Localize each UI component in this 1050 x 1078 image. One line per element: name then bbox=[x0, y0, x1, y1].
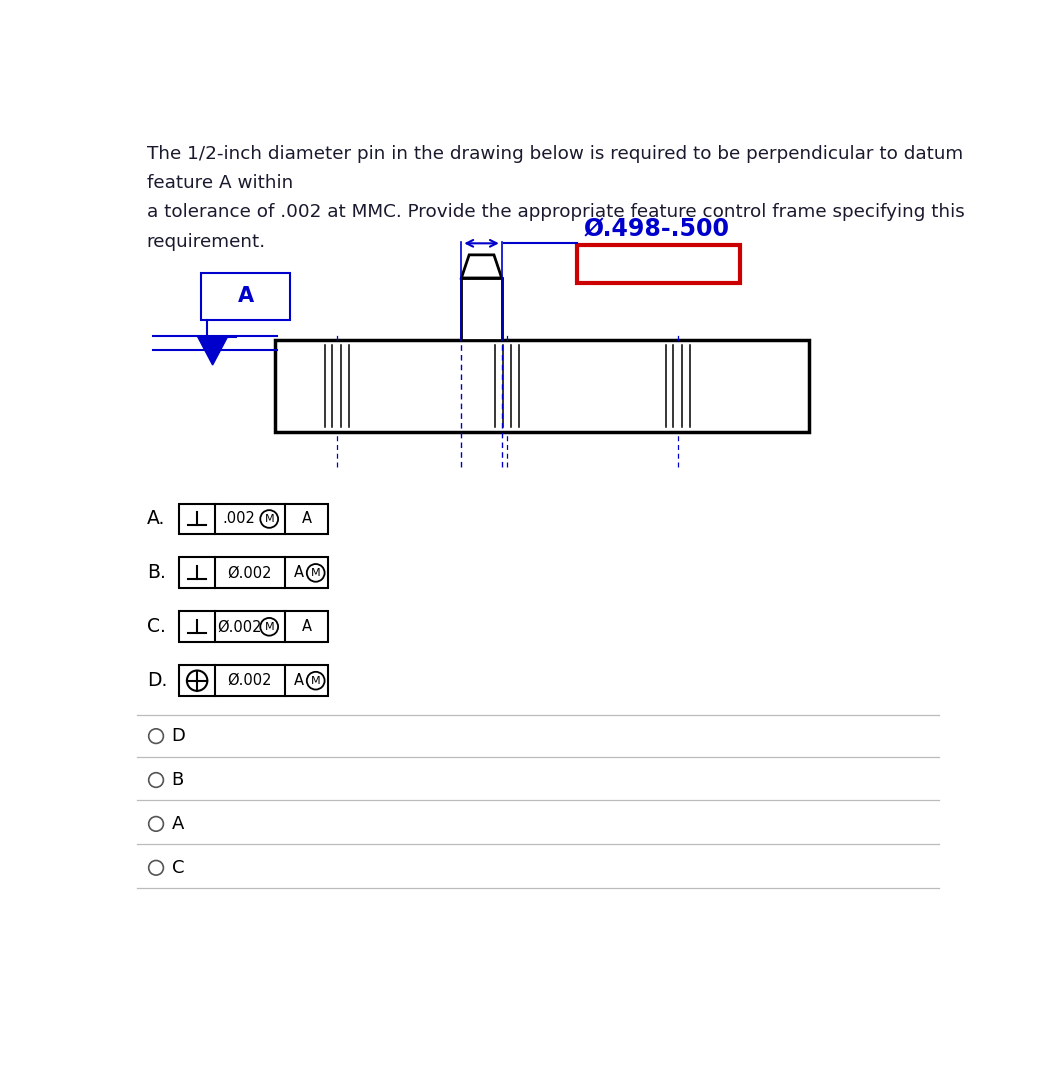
Text: D: D bbox=[171, 728, 186, 745]
Text: B: B bbox=[171, 771, 184, 789]
Bar bbox=[180, 503, 328, 535]
Text: D.: D. bbox=[147, 672, 167, 690]
Text: M: M bbox=[265, 514, 274, 524]
Text: A: A bbox=[294, 673, 303, 688]
Text: A: A bbox=[237, 287, 254, 306]
Text: Ø.002: Ø.002 bbox=[228, 673, 272, 688]
Bar bbox=[576, 245, 739, 284]
Text: feature A within: feature A within bbox=[147, 174, 293, 192]
Text: .002: .002 bbox=[223, 511, 255, 526]
Bar bbox=[180, 611, 328, 642]
Bar bbox=[180, 665, 328, 696]
Polygon shape bbox=[461, 254, 502, 278]
Text: A: A bbox=[301, 619, 312, 634]
Bar bbox=[180, 557, 328, 589]
Bar bbox=[275, 340, 810, 432]
Text: M: M bbox=[265, 622, 274, 632]
Text: A.: A. bbox=[147, 510, 165, 528]
Bar bbox=[201, 273, 290, 320]
Text: A: A bbox=[301, 511, 312, 526]
Text: Ø.002: Ø.002 bbox=[228, 565, 272, 580]
Text: A: A bbox=[171, 815, 184, 833]
Text: A: A bbox=[294, 565, 303, 580]
Text: M: M bbox=[311, 676, 320, 686]
Text: M: M bbox=[311, 568, 320, 578]
Polygon shape bbox=[197, 335, 228, 365]
Text: The 1/2-inch diameter pin in the drawing below is required to be perpendicular t: The 1/2-inch diameter pin in the drawing… bbox=[147, 144, 963, 163]
Text: Ø.498-.500: Ø.498-.500 bbox=[583, 218, 729, 241]
Text: requirement.: requirement. bbox=[147, 233, 266, 250]
Text: a tolerance of .002 at MMC. Provide the appropriate feature control frame specif: a tolerance of .002 at MMC. Provide the … bbox=[147, 204, 965, 221]
Text: Ø.002: Ø.002 bbox=[216, 619, 261, 634]
Text: C: C bbox=[171, 859, 184, 876]
Text: C.: C. bbox=[147, 618, 166, 636]
Bar bbox=[461, 278, 502, 340]
Text: B.: B. bbox=[147, 564, 166, 582]
